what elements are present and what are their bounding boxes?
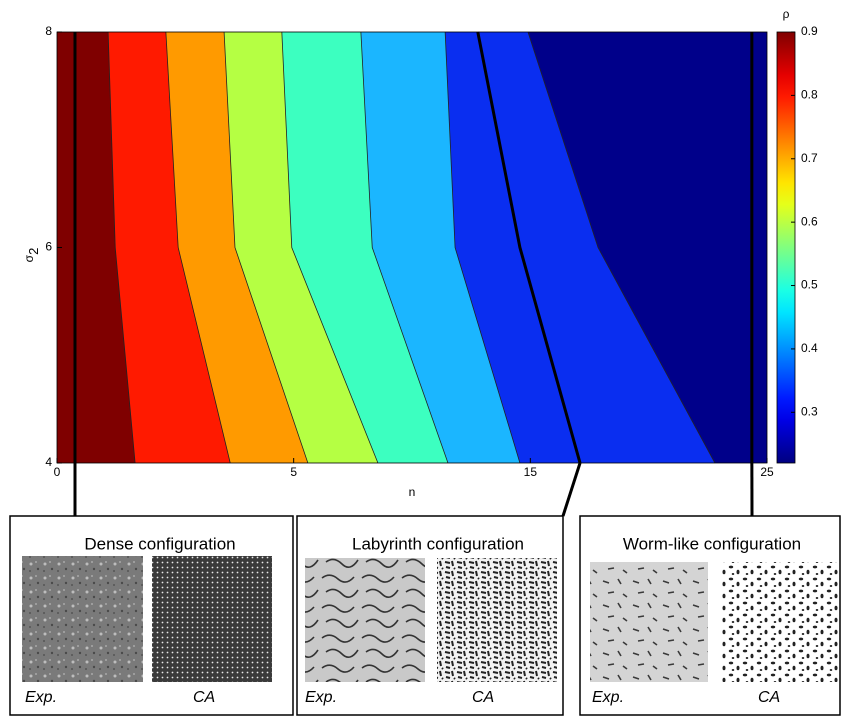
x-tick-label: 5 (290, 465, 297, 479)
contour-band (527, 32, 767, 463)
panel-box (296, 515, 564, 716)
panel-box (579, 515, 841, 716)
contour-line (165, 31, 231, 464)
image-label: CA (472, 689, 494, 706)
y-axis-label: σ2 (22, 248, 41, 263)
colorbar-tick-label: 0.8 (801, 88, 818, 102)
panels: Dense configuration Labyrinth configurat… (9, 515, 841, 716)
colorbar-label: ρ (783, 7, 790, 21)
contour-band (57, 32, 136, 463)
contour-line (444, 31, 521, 464)
image (22, 556, 143, 682)
y-label-subscript: 2 (26, 248, 41, 255)
contour-line (281, 31, 379, 464)
contour-line (527, 31, 716, 464)
colorbar-tick-label: 0.6 (801, 214, 818, 228)
contour-band (108, 32, 231, 463)
y-tick-label: 4 (45, 455, 52, 469)
panel-title: Worm-like configuration (623, 534, 801, 553)
panel-title: Dense configuration (84, 534, 235, 553)
colorbar-tick-label: 0.5 (801, 278, 818, 292)
contour-line (107, 31, 136, 464)
x-tick-label: 25 (760, 465, 774, 479)
image-label: CA (758, 689, 780, 706)
image-label: Exp. (305, 689, 337, 706)
y-label-symbol: σ (22, 254, 36, 262)
image-label: CA (193, 689, 215, 706)
image-label: Exp. (592, 689, 624, 706)
contour-line (360, 31, 449, 464)
contour-band (445, 32, 715, 463)
contour-band (224, 32, 378, 463)
colorbar-tick-label: 0.9 (801, 24, 818, 38)
image (437, 558, 557, 682)
colorbar (776, 31, 796, 464)
contour-band (281, 32, 448, 463)
y-tick-label: 6 (45, 240, 52, 254)
x-tick-label: 0 (54, 465, 61, 479)
contour-line (223, 31, 309, 464)
colorbar-tick-label: 0.3 (801, 404, 818, 418)
image (722, 562, 838, 682)
x-axis-label: n (409, 485, 416, 499)
image (152, 556, 272, 682)
colorbar-tick-label: 0.4 (801, 341, 818, 355)
connector (561, 462, 582, 517)
region-line (476, 31, 582, 464)
y-tick-label: 8 (45, 24, 52, 38)
image (305, 558, 425, 682)
contour-band (165, 32, 308, 463)
colorbar-tick-label: 0.7 (801, 151, 818, 165)
panel-box (9, 515, 294, 716)
panel-title: Labyrinth configuration (352, 534, 524, 553)
image (590, 562, 708, 682)
x-tick-label: 15 (524, 465, 538, 479)
image-label: Exp. (25, 689, 57, 706)
contour-band (360, 32, 520, 463)
